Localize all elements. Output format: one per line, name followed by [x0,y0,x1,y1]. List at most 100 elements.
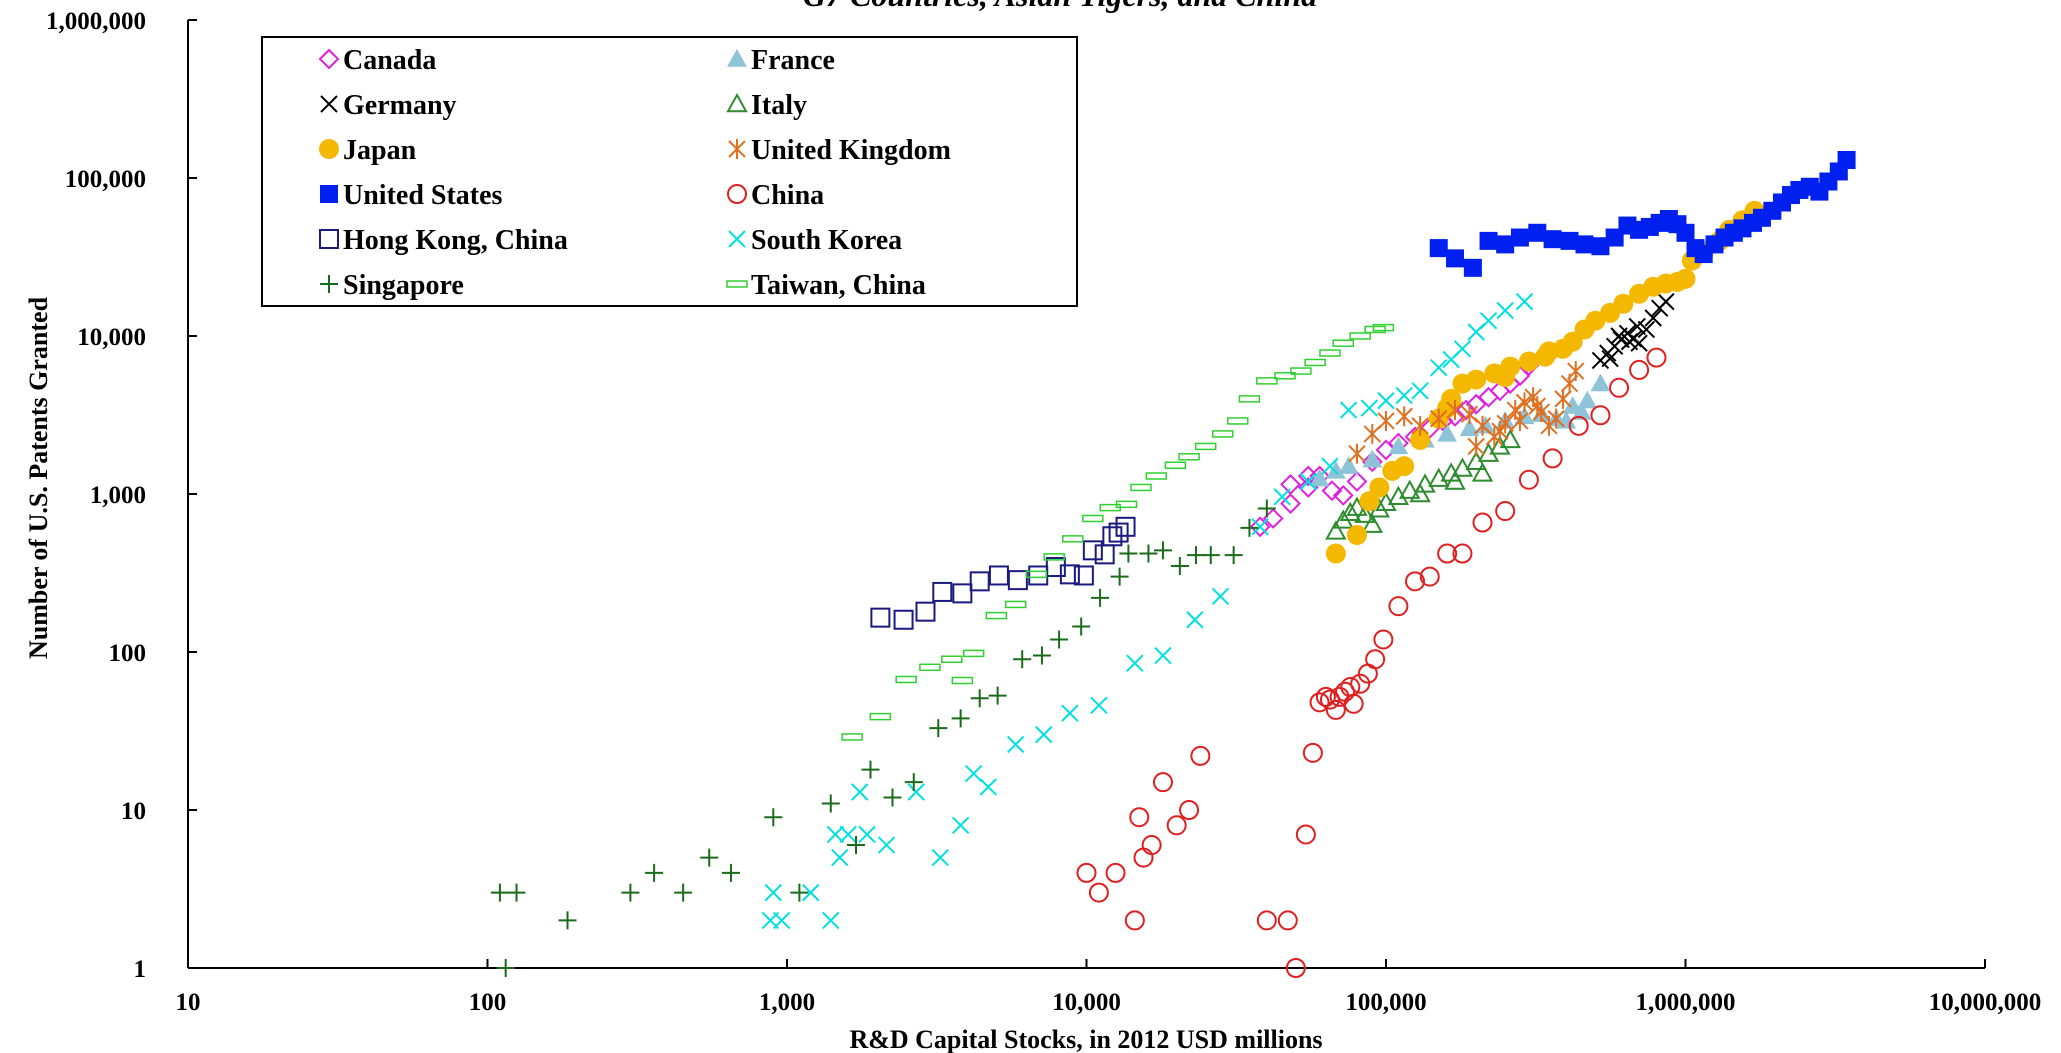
data-point-japan [1325,543,1346,564]
data-point-south-korea [1377,391,1395,410]
data-point-china [1325,699,1346,720]
data-point-united-states [1528,223,1547,242]
y-axis-ticks: 1 10 100 1,000 10,000 100,000 1,000,000 [46,8,197,983]
data-point-china [1365,649,1386,670]
data-point-china [1105,862,1126,883]
data-point-united-states [1479,231,1498,250]
data-point-united-kingdom [1554,388,1572,409]
x-axis-ticks: 10 100 1,000 10,000 100,000 1,000,000 10,000,0… [176,959,2042,1016]
data-point-china [1179,800,1200,820]
data-point-germany [1637,320,1656,339]
data-point-united-states [1543,230,1562,249]
data-point-taiwan-china [1004,600,1027,609]
data-point-china [1343,693,1364,714]
y-tick-label: 100 [109,640,147,667]
data-point-singapore [1257,499,1276,518]
y-tick-label: 100,000 [65,166,146,193]
data-point-singapore [847,836,866,855]
data-point-hong-kong-china [1094,544,1115,565]
data-point-taiwan-china [1178,453,1200,461]
data-point-united-kingdom [1348,443,1366,464]
data-point-singapore [1170,557,1189,576]
data-point-south-korea [764,883,783,902]
data-point-united-kingdom [1491,421,1509,442]
data-point-taiwan-china [841,733,863,741]
data-point-hong-kong-china [870,607,891,628]
data-point-singapore [721,863,740,882]
data-point-united-kingdom [1547,408,1565,429]
data-point-south-korea [1411,382,1429,400]
data-point-china [1542,448,1563,469]
data-point-taiwan-china [869,712,892,721]
series-south-korea [761,292,1534,930]
data-point-taiwan-china [1319,349,1341,357]
data-point-united-kingdom [1460,404,1479,425]
data-point-japan [1495,367,1516,388]
data-point-south-korea [1360,399,1379,417]
data-point-china [1285,958,1306,978]
series-china [1076,347,1667,978]
data-point-hong-kong-china [1007,570,1028,591]
legend-marker-singapore [320,275,338,293]
legend-marker-italy [726,92,748,113]
data-point-canada [1249,516,1271,538]
data-point-taiwan-china [1211,430,1234,438]
data-point-singapore [621,883,640,902]
data-point-hong-kong-china [969,571,990,592]
data-point-united-states [1510,228,1529,247]
data-point-taiwan-china [1227,417,1249,425]
x-axis-title: R&D Capital Stocks, in 2012 USD millions [849,1025,1322,1053]
data-point-france [1590,373,1611,392]
y-tick-label: 1,000 [90,482,146,509]
data-point-singapore [700,848,719,867]
data-point-taiwan-china [1145,472,1168,480]
legend-marker-france [727,48,747,67]
data-point-germany [1657,292,1675,311]
legend-marker-taiwan-china [726,280,748,288]
data-point-south-korea [1211,587,1230,606]
data-point-united-kingdom [1511,410,1529,431]
data-point-hong-kong-china [952,583,973,604]
data-point-hong-kong-china [1028,565,1049,586]
legend-label-taiwan-china: Taiwan, China [751,270,926,301]
data-point-south-korea [931,848,950,867]
data-point-south-korea [1154,646,1172,665]
data-point-italy [1471,462,1494,482]
data-point-south-korea [979,778,998,796]
data-point-singapore [645,863,664,882]
data-point-china [1646,347,1667,368]
data-point-singapore [1201,546,1220,565]
data-point-singapore [970,689,989,708]
data-point-taiwan-china [1025,570,1048,579]
data-point-singapore [674,883,693,902]
data-point-japan [1359,491,1380,512]
data-point-china [1388,596,1409,617]
data-point-china [1419,566,1440,587]
data-point-singapore [1153,541,1172,560]
data-point-singapore [1032,646,1051,665]
data-point-singapore [507,883,526,902]
data-point-italy [1339,501,1362,522]
legend-marker-south-korea [728,230,746,248]
data-point-canada [1346,471,1368,492]
data-point-france [1475,415,1496,434]
x-tick-label: 10,000,000 [1929,989,2042,1016]
data-point-singapore [558,911,577,930]
legend-label-italy: Italy [751,90,807,121]
data-point-taiwan-china [1130,483,1152,492]
legend-label-germany: Germany [343,90,457,121]
data-point-singapore [988,686,1007,705]
data-point-italy [1414,473,1436,493]
data-point-france [1338,456,1359,474]
data-point-united-states [1496,235,1515,254]
data-point-italy [1361,513,1383,533]
data-point-china [1629,359,1650,380]
data-point-singapore [1013,650,1032,669]
legend-label-united-states: United States [343,180,503,211]
data-point-taiwan-china [919,663,941,672]
data-point-taiwan-china [1062,535,1084,543]
data-point-taiwan-china [1364,325,1386,334]
data-point-united-kingdom [1567,361,1585,382]
data-point-japan [1369,477,1390,498]
data-point-united-states [1676,223,1695,242]
